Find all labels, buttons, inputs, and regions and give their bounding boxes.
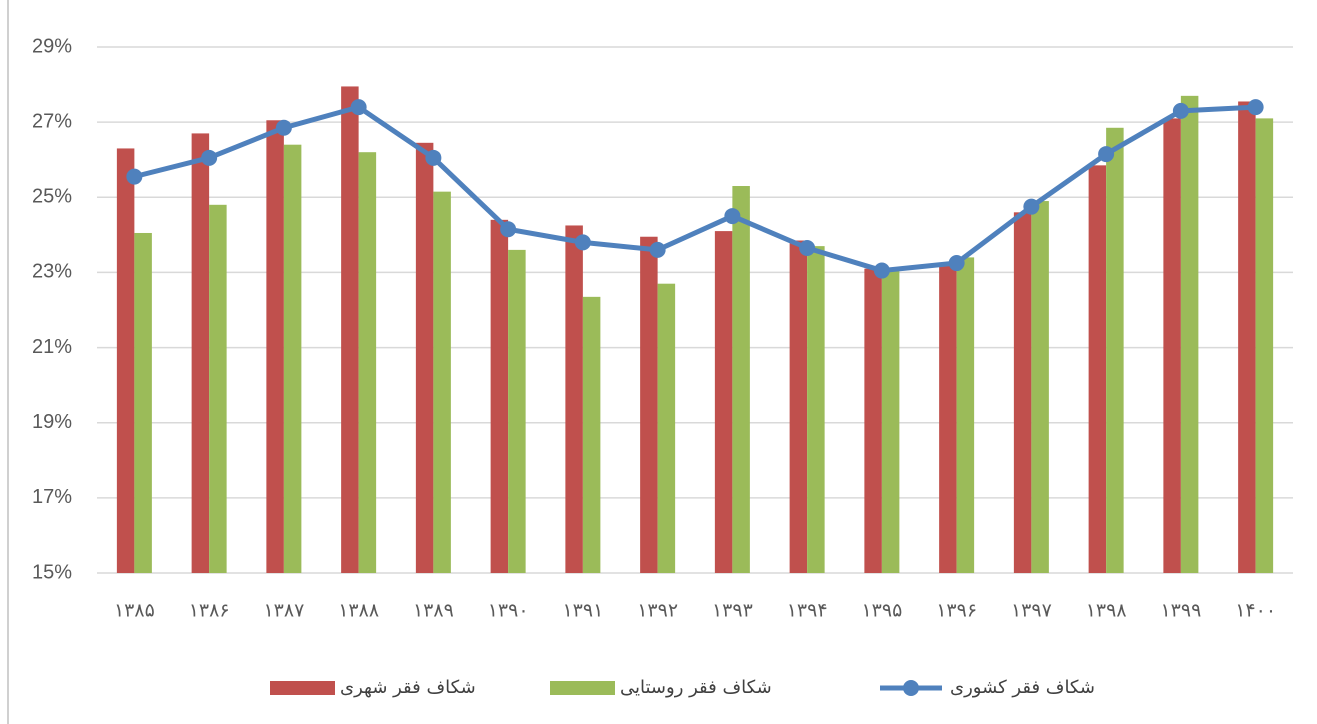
bar (433, 191, 451, 573)
line-marker (350, 99, 367, 116)
y-tick-label: 19% (32, 411, 72, 433)
bar (508, 249, 526, 573)
line-marker (201, 149, 218, 166)
bar (1255, 118, 1274, 573)
bar (209, 204, 227, 574)
y-tick-label: 17% (32, 486, 72, 508)
x-tick-label: ۱۳۹۷ (1011, 600, 1052, 622)
line-marker (1098, 146, 1115, 163)
y-tick-label: 15% (32, 561, 72, 583)
bar (1031, 201, 1049, 574)
bar (565, 225, 583, 573)
x-tick-label: ۱۳۸۷ (263, 600, 304, 622)
bar (415, 142, 434, 574)
x-tick-label: ۱۳۹۴ (787, 600, 828, 622)
line-marker (948, 255, 965, 272)
y-tick-label: 27% (32, 110, 72, 132)
bar (283, 144, 302, 573)
x-tick-label: ۱۳۹۳ (712, 600, 753, 622)
bar (116, 148, 135, 573)
line-marker (649, 241, 666, 258)
bar (789, 240, 808, 573)
line-marker (724, 208, 741, 225)
x-tick-label: ۱۳۹۶ (936, 600, 977, 622)
bar (1163, 118, 1181, 573)
bar (191, 133, 210, 573)
y-tick-label: 21% (32, 336, 72, 358)
bar (864, 268, 882, 573)
y-tick-label: 25% (32, 186, 72, 208)
bar (1180, 95, 1199, 573)
x-tick-label: ۱۳۹۱ (562, 600, 603, 622)
bar (881, 270, 900, 573)
x-tick-label: ۱۳۹۲ (637, 600, 678, 622)
line-marker (275, 119, 292, 136)
bar (732, 186, 750, 573)
line-marker (500, 221, 517, 238)
bar (1013, 212, 1032, 574)
line-marker (1023, 198, 1040, 215)
bar (1238, 101, 1256, 573)
line (133, 104, 1256, 274)
legend-label: شکاف فقر شهری (340, 677, 476, 698)
bar (134, 232, 152, 573)
x-tick-label: ۱۳۹۵ (861, 600, 902, 622)
bar (490, 219, 509, 574)
bar (807, 246, 825, 573)
line-marker (1172, 102, 1189, 119)
bar (341, 86, 359, 573)
bar (1106, 127, 1124, 574)
bar (956, 257, 975, 573)
bar (657, 283, 676, 573)
x-tick-label: ۱۳۸۵ (114, 600, 155, 622)
legend-swatch (550, 681, 615, 695)
bar (358, 152, 377, 573)
legend-label: شکاف فقر کشوری (950, 677, 1095, 698)
legend-label: شکاف فقر روستایی (620, 677, 772, 698)
line-marker (1247, 99, 1264, 116)
x-tick-label: ۱۳۹۹ (1160, 600, 1201, 622)
x-tick-label: ۱۳۸۶ (189, 600, 230, 622)
bar (640, 236, 658, 573)
bar (939, 264, 957, 573)
line-marker (873, 262, 890, 279)
y-tick-label: 29% (32, 35, 72, 57)
x-tick-label: ۱۳۸۹ (413, 600, 454, 622)
x-tick-label: ۱۴۰۰ (1235, 600, 1276, 622)
legend-swatch (903, 680, 919, 696)
bar (714, 231, 733, 573)
x-tick-label: ۱۳۹۰ (488, 600, 529, 622)
x-tick-label: ۱۳۸۸ (338, 600, 379, 622)
legend-swatch (270, 681, 335, 695)
bar (1088, 165, 1107, 573)
bar (582, 296, 601, 573)
line-marker (799, 240, 816, 257)
x-tick-label: ۱۳۹۸ (1086, 600, 1127, 622)
bar (266, 120, 284, 573)
line-marker (425, 149, 442, 166)
y-tick-label: 23% (32, 261, 72, 283)
line-marker (574, 234, 591, 251)
line-marker (126, 168, 143, 185)
